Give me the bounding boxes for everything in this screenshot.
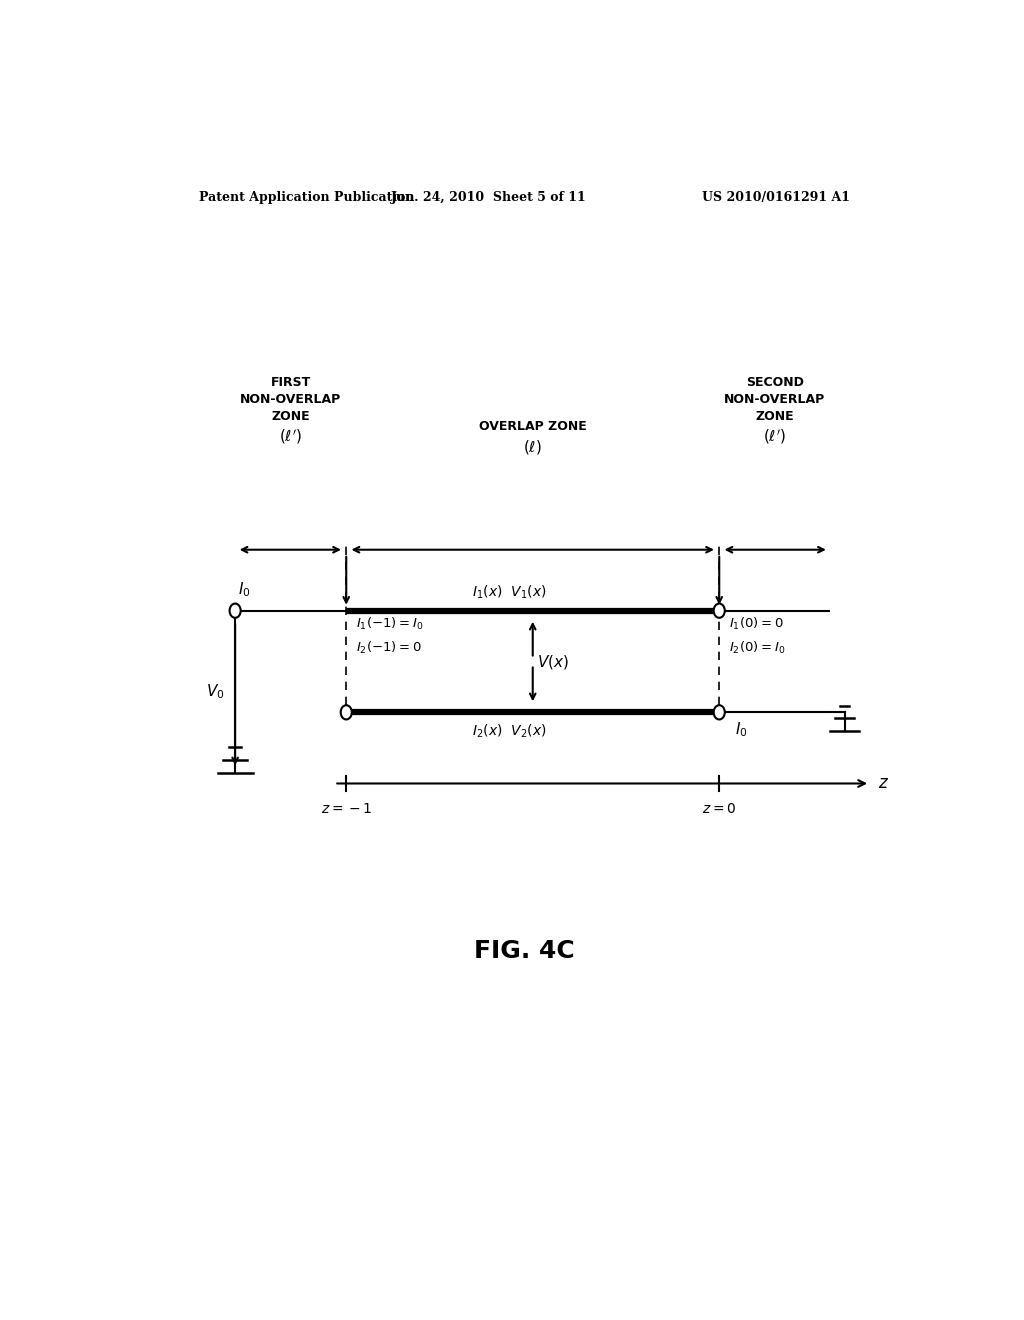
- Circle shape: [341, 705, 352, 719]
- Text: $V(x)$: $V(x)$: [537, 652, 568, 671]
- Text: Jun. 24, 2010  Sheet 5 of 11: Jun. 24, 2010 Sheet 5 of 11: [391, 190, 587, 203]
- Text: $z = -1$: $z = -1$: [321, 801, 372, 816]
- Text: $V_0$: $V_0$: [206, 682, 224, 701]
- Text: Patent Application Publication: Patent Application Publication: [200, 190, 415, 203]
- Text: $(\ell')$: $(\ell')$: [280, 428, 302, 446]
- Text: $I_2(x)$  $V_2(x)$: $I_2(x)$ $V_2(x)$: [472, 722, 546, 741]
- Text: $(\ell')$: $(\ell')$: [763, 428, 786, 446]
- Text: $z = 0$: $z = 0$: [702, 801, 736, 816]
- Text: FIRST
NON-OVERLAP
ZONE: FIRST NON-OVERLAP ZONE: [240, 376, 341, 422]
- Text: $I_1(0) = 0$
$I_2(0) = I_0$: $I_1(0) = 0$ $I_2(0) = I_0$: [729, 616, 785, 656]
- Text: $I_1(x)$  $V_1(x)$: $I_1(x)$ $V_1(x)$: [472, 583, 546, 601]
- Text: $I_0$: $I_0$: [735, 721, 748, 739]
- Text: OVERLAP ZONE: OVERLAP ZONE: [479, 420, 587, 433]
- Circle shape: [714, 603, 725, 618]
- Text: $z$: $z$: [878, 775, 889, 792]
- Text: $I_1(-1) = I_0$
$I_2(-1) = 0$: $I_1(-1) = I_0$ $I_2(-1) = 0$: [355, 616, 423, 656]
- Text: $I_0$: $I_0$: [238, 579, 250, 598]
- Text: $(\ell)$: $(\ell)$: [523, 438, 542, 455]
- Circle shape: [229, 603, 241, 618]
- Circle shape: [714, 705, 725, 719]
- Text: SECOND
NON-OVERLAP
ZONE: SECOND NON-OVERLAP ZONE: [724, 376, 825, 422]
- Text: FIG. 4C: FIG. 4C: [474, 940, 575, 964]
- Text: US 2010/0161291 A1: US 2010/0161291 A1: [702, 190, 850, 203]
